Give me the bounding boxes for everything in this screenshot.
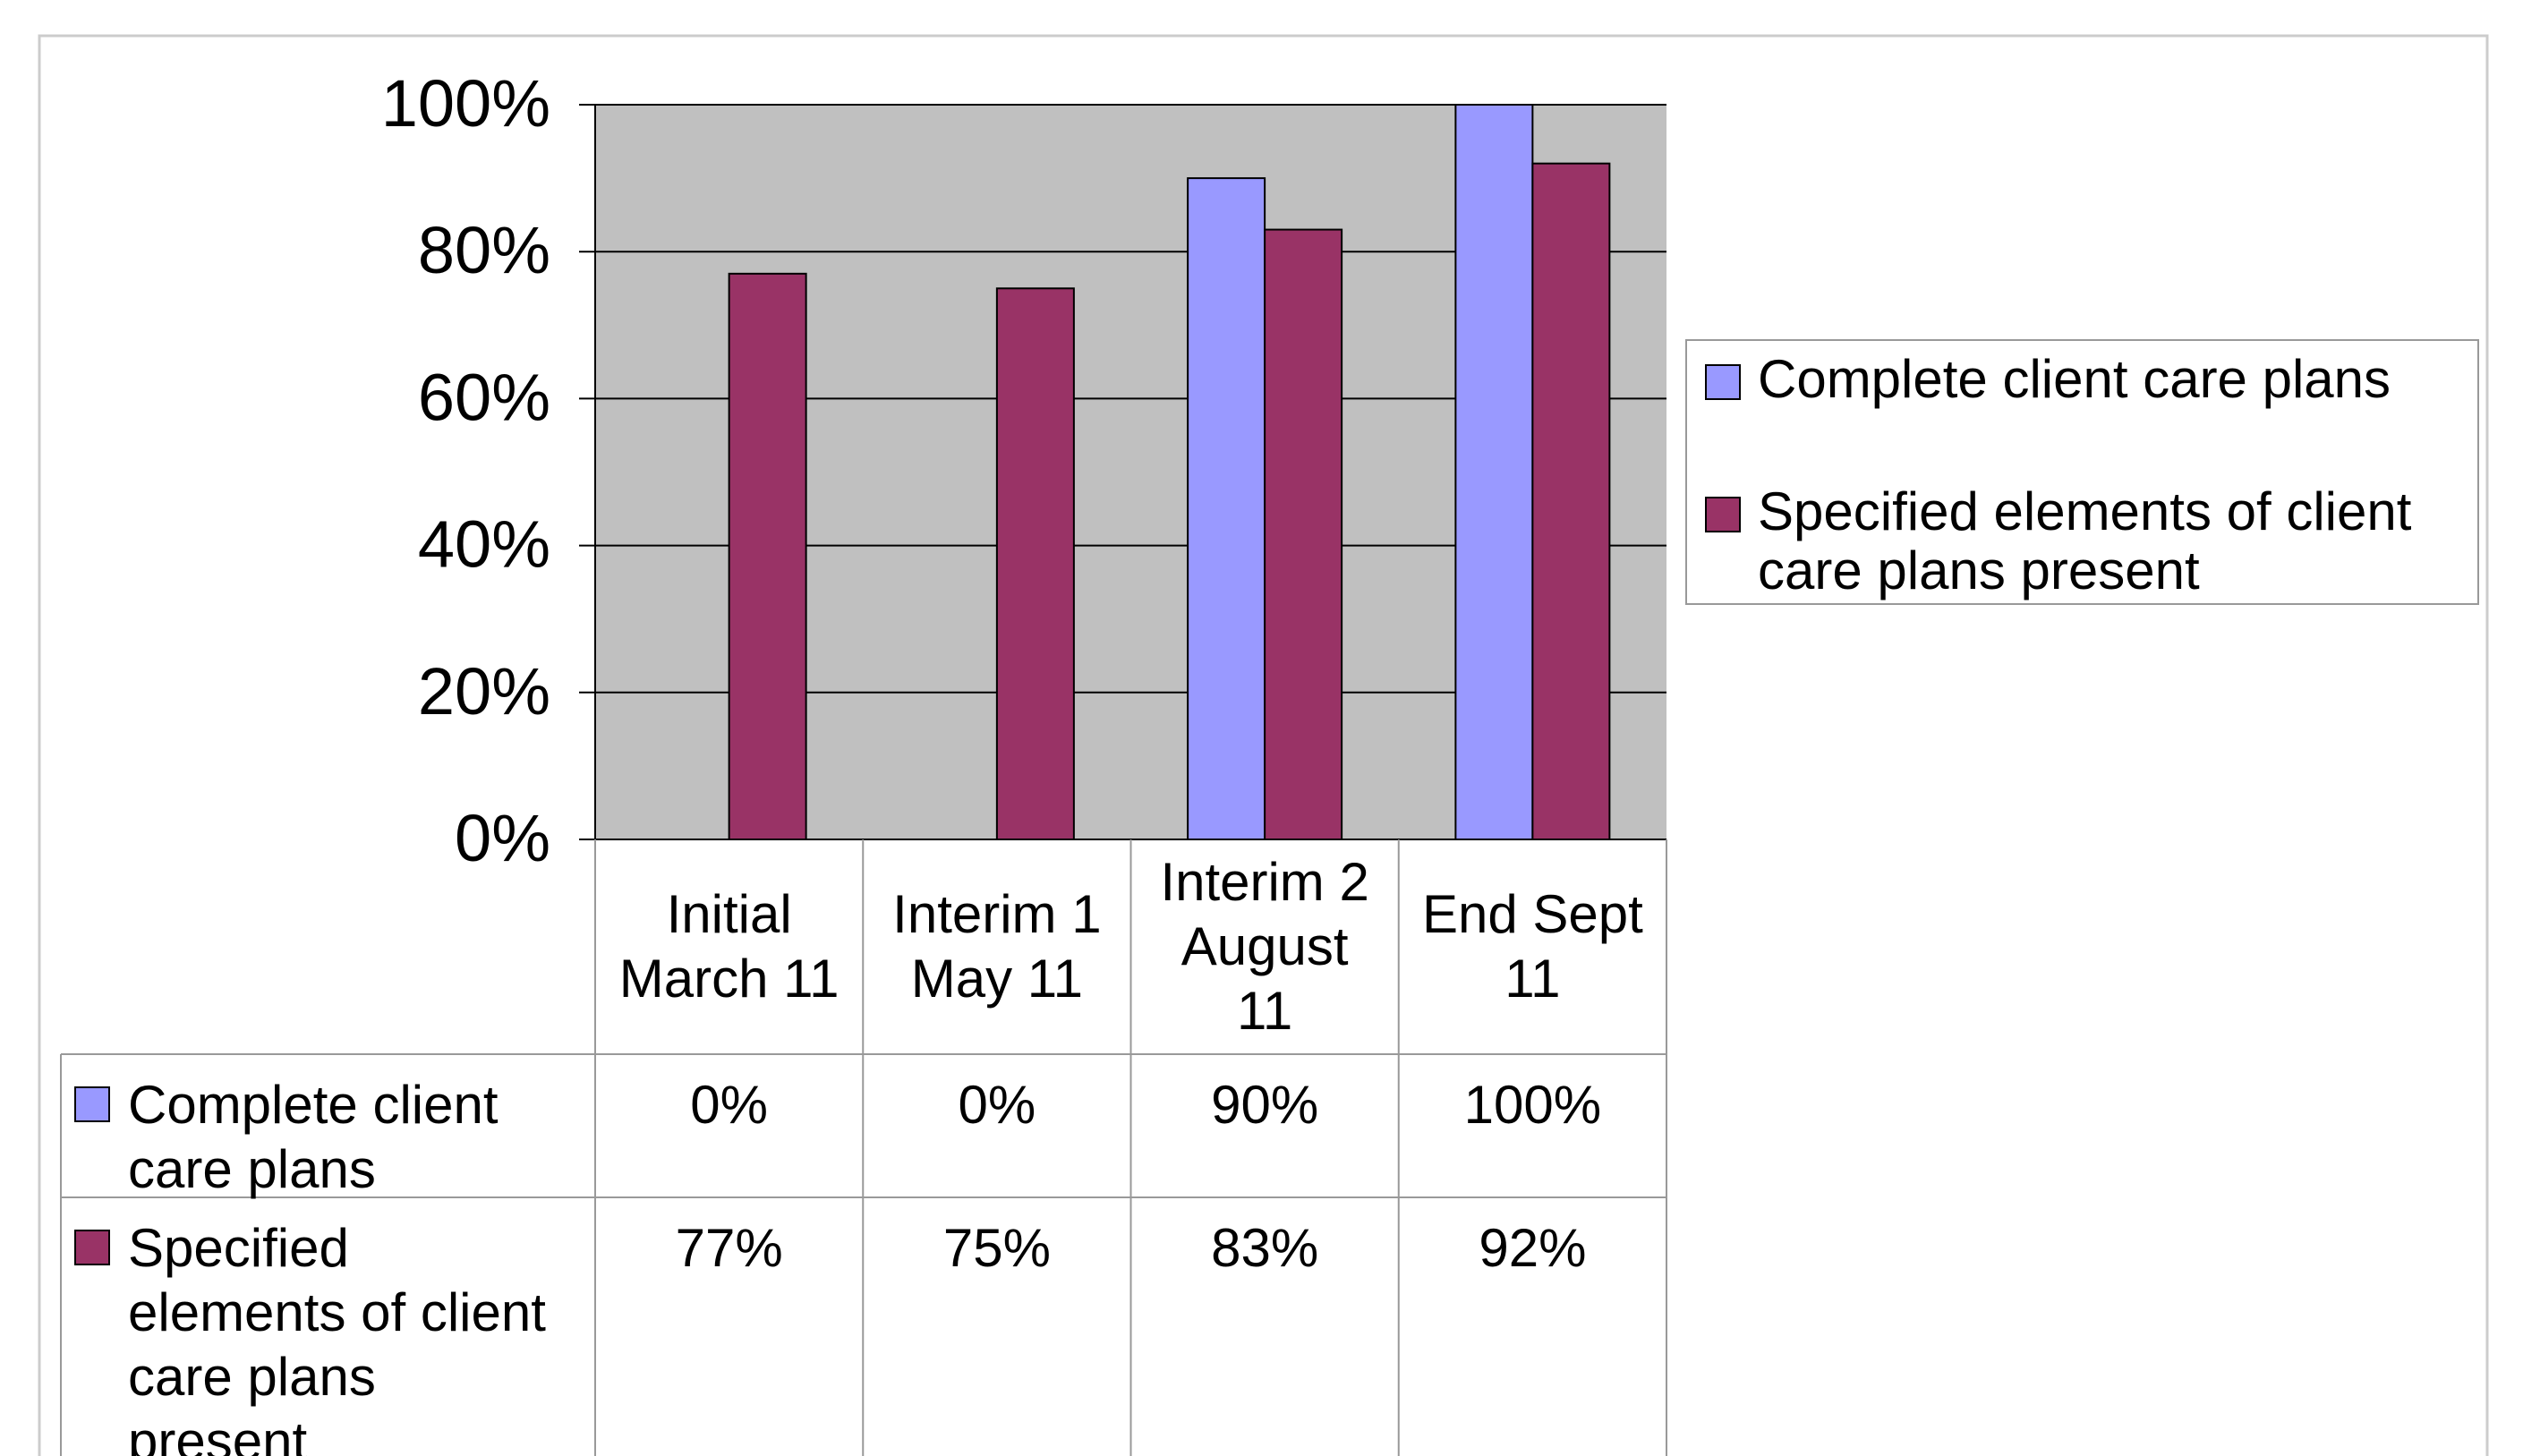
series-row-label: Specified elements of client care plans pre… [128, 1218, 546, 1456]
category-label: End Sept 11 [1422, 884, 1643, 1009]
legend-label: Complete client care plans [1758, 349, 2391, 409]
bar [1187, 177, 1266, 841]
legend: Complete client care plans Specified elem… [1685, 339, 2479, 605]
legend-swatch [1705, 497, 1741, 532]
data-value: 100% [1464, 1075, 1601, 1135]
y-tick-label: 100% [381, 66, 550, 140]
series-key-swatch [74, 1230, 110, 1265]
category-label: Interim 1 May 11 [892, 884, 1101, 1009]
y-tick-label: 60% [418, 360, 550, 434]
data-value: 0% [959, 1075, 1036, 1135]
series-key-swatch [74, 1086, 110, 1122]
category-label: Interim 2 August 11 [1160, 852, 1368, 1041]
y-axis: 0% 20% 40% 60% 80% 100% [381, 66, 596, 875]
bar [995, 287, 1075, 840]
y-tick-label: 80% [418, 213, 550, 287]
bar [1531, 162, 1611, 840]
legend-swatch [1705, 364, 1741, 400]
bar [728, 272, 807, 840]
series-row-label: Complete client care plans [128, 1075, 499, 1199]
legend-box [1685, 339, 2479, 605]
y-tick-label: 0% [455, 801, 550, 875]
category-label: Initial March 11 [619, 884, 840, 1009]
bar [1454, 104, 1534, 840]
legend-label: Specified elements of client care plans p… [1758, 481, 2412, 600]
y-tick-label: 40% [418, 507, 550, 582]
data-value: 92% [1479, 1218, 1586, 1278]
data-value: 75% [943, 1218, 1051, 1278]
bar [1264, 228, 1343, 840]
data-value: 0% [690, 1075, 768, 1135]
data-value: 77% [676, 1218, 783, 1278]
y-tick-label: 20% [418, 654, 550, 728]
data-value: 83% [1211, 1218, 1318, 1278]
bars [595, 104, 1666, 841]
data-value: 90% [1211, 1075, 1318, 1135]
